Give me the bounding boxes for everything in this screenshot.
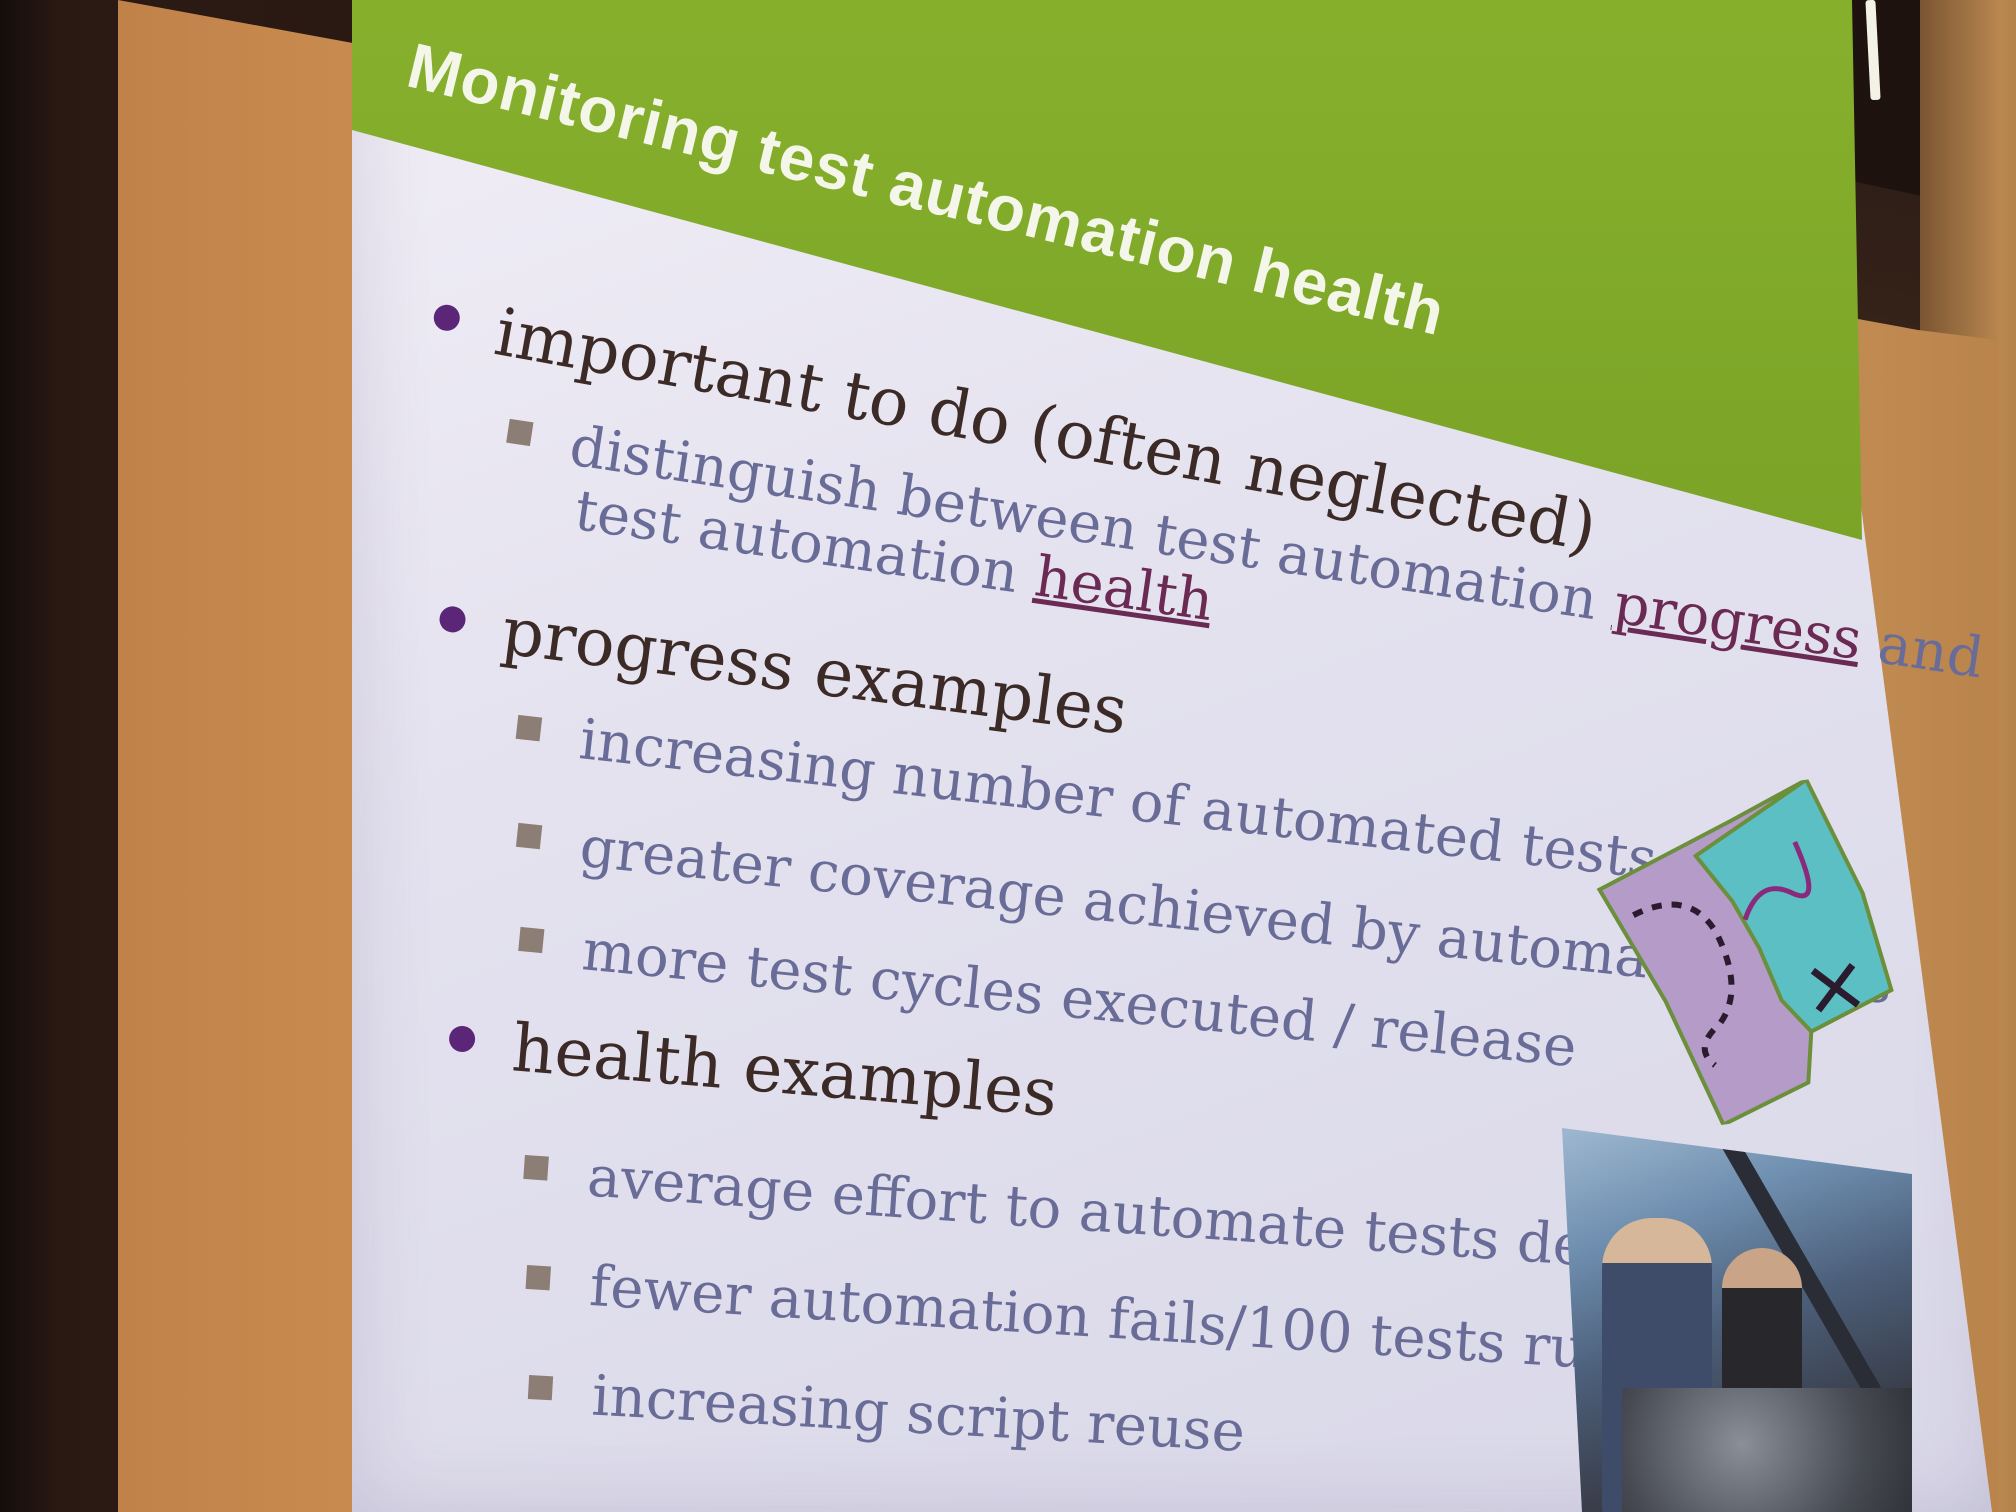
square-bullet-icon — [515, 714, 543, 741]
bullet-text: health examples — [509, 1009, 1061, 1132]
slide-title: Monitoring test automation health — [400, 28, 1452, 350]
square-bullet-icon — [527, 1374, 554, 1400]
sub-bullet-script-reuse: increasing script reuse — [526, 1360, 1247, 1465]
car-engine — [1622, 1388, 1912, 1512]
treasure-map-icon — [1596, 776, 1894, 1128]
progress-link: progress — [1609, 571, 1867, 674]
bullet-dot-icon — [437, 604, 468, 634]
square-bullet-icon — [515, 822, 543, 849]
square-bullet-icon — [523, 1154, 549, 1181]
sub-bullet-text-end: and — [1856, 608, 1988, 692]
sub-bullet-text: fewer automation fails/100 tests run — [587, 1254, 1625, 1384]
bullet-dot-icon — [431, 302, 462, 333]
square-bullet-icon — [506, 418, 534, 446]
bullet-dot-icon — [448, 1024, 477, 1054]
square-bullet-icon — [525, 1264, 552, 1290]
bullet-health: health examples — [446, 1004, 1061, 1132]
sub-bullet-text: increasing script reuse — [590, 1363, 1247, 1465]
mechanics-photo — [1562, 1128, 1912, 1512]
square-bullet-icon — [518, 926, 545, 953]
